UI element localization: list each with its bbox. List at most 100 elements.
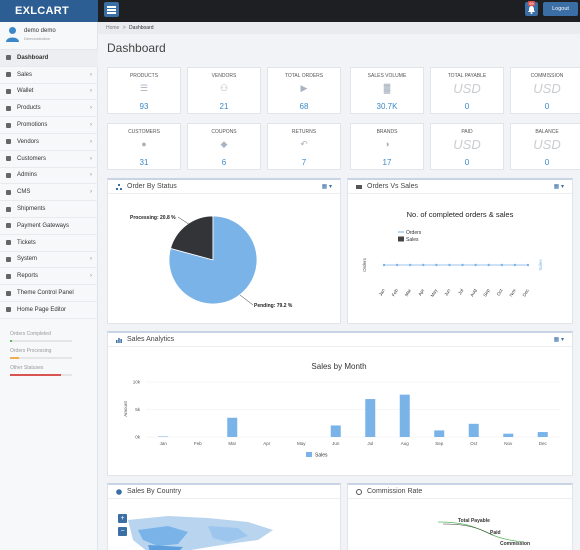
sidebar-item-promotions[interactable]: Promotions › xyxy=(0,117,98,134)
sidebar-item-label: Home Page Editor xyxy=(17,306,67,313)
stat-progress-bar xyxy=(10,357,72,359)
stat-card-brands[interactable]: Brands ◑ 17 xyxy=(350,123,424,170)
sidebar-item-vendors[interactable]: Vendors › xyxy=(0,134,98,151)
stat-card-coupons[interactable]: Coupons ◆ 6 xyxy=(187,123,261,170)
x-tick-label: Jan xyxy=(160,441,168,446)
chevron-right-icon: › xyxy=(90,155,92,162)
x-tick-label: Jul xyxy=(367,441,373,446)
sidebar-item-cms[interactable]: CMS › xyxy=(0,184,98,202)
breadcrumb: Home > Dashboard xyxy=(98,22,580,34)
chevron-right-icon: › xyxy=(90,172,92,179)
bar-sep xyxy=(434,430,445,437)
card-value: 30.7K xyxy=(376,102,398,111)
brand-logo[interactable]: EXLCART xyxy=(0,0,98,22)
sidebar-item-label: Products xyxy=(17,105,41,112)
vendor-icon xyxy=(6,139,11,145)
stat-card-paid[interactable]: Paid USD 0 xyxy=(430,123,504,170)
sidebar-item-products[interactable]: Products › xyxy=(0,100,98,118)
orders-point xyxy=(513,263,517,267)
stat-card-total-orders[interactable]: Total Orders ▶ 68 xyxy=(267,67,341,114)
sidebar-item-label: Theme Control Panel xyxy=(17,290,74,297)
globe-icon xyxy=(116,489,122,495)
sidebar-item-label: Payment Gateways xyxy=(17,222,70,229)
world-map[interactable] xyxy=(108,500,340,550)
stat-card-customers[interactable]: Customers ● 31 xyxy=(107,123,181,170)
sidebar-item-theme-control-panel[interactable]: Theme Control Panel xyxy=(0,285,98,302)
sidebar xyxy=(0,22,98,550)
orders-vs-sales-line-chart: No. of completed orders & salesOrdersSal… xyxy=(362,210,543,298)
commission-rate-panel: Commission Rate Total Payable Paid Commi… xyxy=(347,483,573,550)
sidebar-item-shipments[interactable]: Shipments xyxy=(0,201,98,218)
stat-card-vendors[interactable]: Vendors ⚇ 21 xyxy=(187,67,261,114)
stat-card-total-payable[interactable]: Total Payable USD 0 xyxy=(430,67,504,114)
sales-by-country-panel: Sales By Country + − xyxy=(107,483,341,550)
legend-marker xyxy=(398,236,404,242)
sidebar-item-payment-gateways[interactable]: Payment Gateways xyxy=(0,218,98,235)
card-title: Products xyxy=(129,73,159,79)
legend-marker xyxy=(306,452,312,457)
stat-progress-fill xyxy=(10,357,20,359)
pie-slice-processing xyxy=(170,215,214,261)
sidebar-item-customers[interactable]: Customers › xyxy=(0,151,98,168)
sitemap-icon xyxy=(116,184,122,190)
stat-card-commission[interactable]: Commission USD 0 xyxy=(510,67,580,114)
report-icon xyxy=(6,273,11,279)
orders-point xyxy=(474,263,477,267)
sidebar-item-tickets[interactable]: Tickets xyxy=(0,235,98,252)
card-value: 21 xyxy=(219,102,229,111)
panel-header xyxy=(348,485,572,499)
x-tick-label: Oct xyxy=(496,287,504,296)
bar-chart-icon: ▓ xyxy=(383,83,391,93)
stat-card-sales-volume[interactable]: Sales Volume ▓ 30.7K xyxy=(350,67,424,114)
stat-card-returns[interactable]: Returns ↶ 7 xyxy=(267,123,341,170)
menu-toggle-button[interactable] xyxy=(104,2,119,17)
weibo-icon: ◑ xyxy=(384,139,390,149)
stat-label: Orders Completed xyxy=(10,331,51,337)
bar-jul xyxy=(365,399,376,437)
sidebar-item-admins[interactable]: Admins › xyxy=(0,168,98,185)
dashboard-icon xyxy=(6,55,11,61)
card-value: 6 xyxy=(221,158,227,167)
bar-jan xyxy=(158,436,169,437)
avatar-icon xyxy=(6,27,19,42)
x-tick-label: Dec xyxy=(522,287,531,297)
card-title: Customers xyxy=(128,129,160,135)
calendar-dropdown-button[interactable]: ▦ ▾ xyxy=(553,337,564,343)
chart-title: Sales by Month xyxy=(311,362,366,371)
cart-icon: ▶ xyxy=(300,83,308,93)
reply-icon: ↶ xyxy=(300,139,308,149)
zoom-out-button[interactable]: − xyxy=(118,527,127,536)
panel-title: Sales Analytics xyxy=(127,336,175,343)
x-tick-label: Aug xyxy=(469,288,478,298)
x-tick-label: Oct xyxy=(470,441,478,446)
calendar-dropdown-button[interactable]: ▦ ▾ xyxy=(553,184,564,190)
panel-title: Orders Vs Sales xyxy=(367,183,418,190)
breadcrumb-home[interactable]: Home xyxy=(106,25,120,31)
bar-mar xyxy=(227,417,238,437)
zoom-in-button[interactable]: + xyxy=(118,514,127,523)
breadcrumb-current: Dashboard xyxy=(129,25,154,31)
stat-card-products[interactable]: Products ☰ 93 xyxy=(107,67,181,114)
sidebar-item-label: Tickets xyxy=(17,239,36,246)
sidebar-item-reports[interactable]: Reports › xyxy=(0,268,98,286)
calendar-dropdown-button[interactable]: ▦ ▾ xyxy=(321,184,332,190)
sidebar-item-sales[interactable]: Sales › xyxy=(0,67,98,84)
card-title: Balance xyxy=(535,129,559,135)
user-name[interactable]: demo demo xyxy=(24,28,56,34)
logout-button[interactable]: Logout xyxy=(543,2,578,16)
legend-label: Sales xyxy=(315,453,328,459)
panel-header xyxy=(108,485,340,499)
sidebar-item-dashboard[interactable]: Dashboard xyxy=(0,50,98,67)
sidebar-item-wallet[interactable]: Wallet › xyxy=(0,84,98,101)
sales-analytics-panel: Sales Analytics ▦ ▾ Sales by Month 0k 5k 10… xyxy=(107,331,573,476)
tags-icon: ◆ xyxy=(220,139,228,149)
page-title: Dashboard xyxy=(107,41,166,55)
sidebar-item-system[interactable]: System › xyxy=(0,252,98,269)
stat-card-balance[interactable]: Balance USD 0 xyxy=(510,123,580,170)
sidebar-item-home-page-editor[interactable]: Home Page Editor xyxy=(0,302,98,319)
notification-badge: 99 xyxy=(528,1,535,6)
usd-text: USD xyxy=(533,137,561,152)
card-value: 7 xyxy=(301,158,307,167)
pie-label-pending: Pending: 79.2 % xyxy=(254,303,293,309)
bullhorn-icon xyxy=(6,122,11,128)
